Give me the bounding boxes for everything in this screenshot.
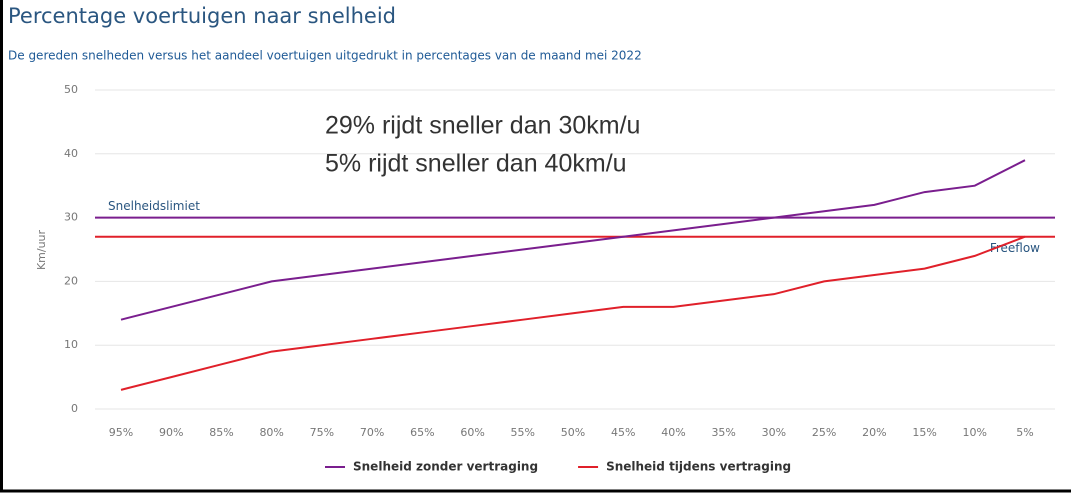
x-tick-label: 50% <box>561 426 585 439</box>
x-tick-label: 10% <box>963 426 987 439</box>
x-tick-label: 55% <box>511 426 535 439</box>
x-tick-label: 60% <box>460 426 484 439</box>
x-tick-label: 90% <box>159 426 183 439</box>
x-tick-label: 45% <box>611 426 635 439</box>
annotation: 29% rijdt sneller dan 30km/u <box>325 112 640 140</box>
legend-label: Snelheid zonder vertraging <box>353 460 538 474</box>
x-tick-label: 25% <box>812 426 836 439</box>
x-tick-label: 5% <box>1016 426 1033 439</box>
x-tick-label: 70% <box>360 426 384 439</box>
chart-title: Percentage voertuigen naar snelheid <box>8 4 396 28</box>
x-tick-label: 35% <box>711 426 735 439</box>
x-tick-label: 95% <box>109 426 133 439</box>
x-tick-label: 30% <box>762 426 786 439</box>
x-tick-label: 40% <box>661 426 685 439</box>
series-line <box>120 159 1026 321</box>
series-line <box>120 235 1026 391</box>
y-axis-label: Km/uur <box>35 229 48 270</box>
y-tick-label: 40 <box>64 147 78 160</box>
reference-label: Snelheidslimiet <box>108 199 200 213</box>
legend-label: Snelheid tijdens vertraging <box>606 460 791 474</box>
x-tick-label: 75% <box>310 426 334 439</box>
x-tick-label: 85% <box>209 426 233 439</box>
y-tick-label: 30 <box>64 211 78 224</box>
y-tick-label: 20 <box>64 274 78 287</box>
y-tick-label: 50 <box>64 83 78 96</box>
chart-subtitle: De gereden snelheden versus het aandeel … <box>8 49 642 63</box>
annotation: 5% rijdt sneller dan 40km/u <box>325 150 627 178</box>
x-tick-label: 65% <box>410 426 434 439</box>
y-tick-label: 10 <box>64 338 78 351</box>
x-tick-label: 20% <box>862 426 886 439</box>
x-tick-label: 80% <box>259 426 283 439</box>
x-tick-label: 15% <box>912 426 936 439</box>
y-tick-label: 0 <box>71 402 78 415</box>
